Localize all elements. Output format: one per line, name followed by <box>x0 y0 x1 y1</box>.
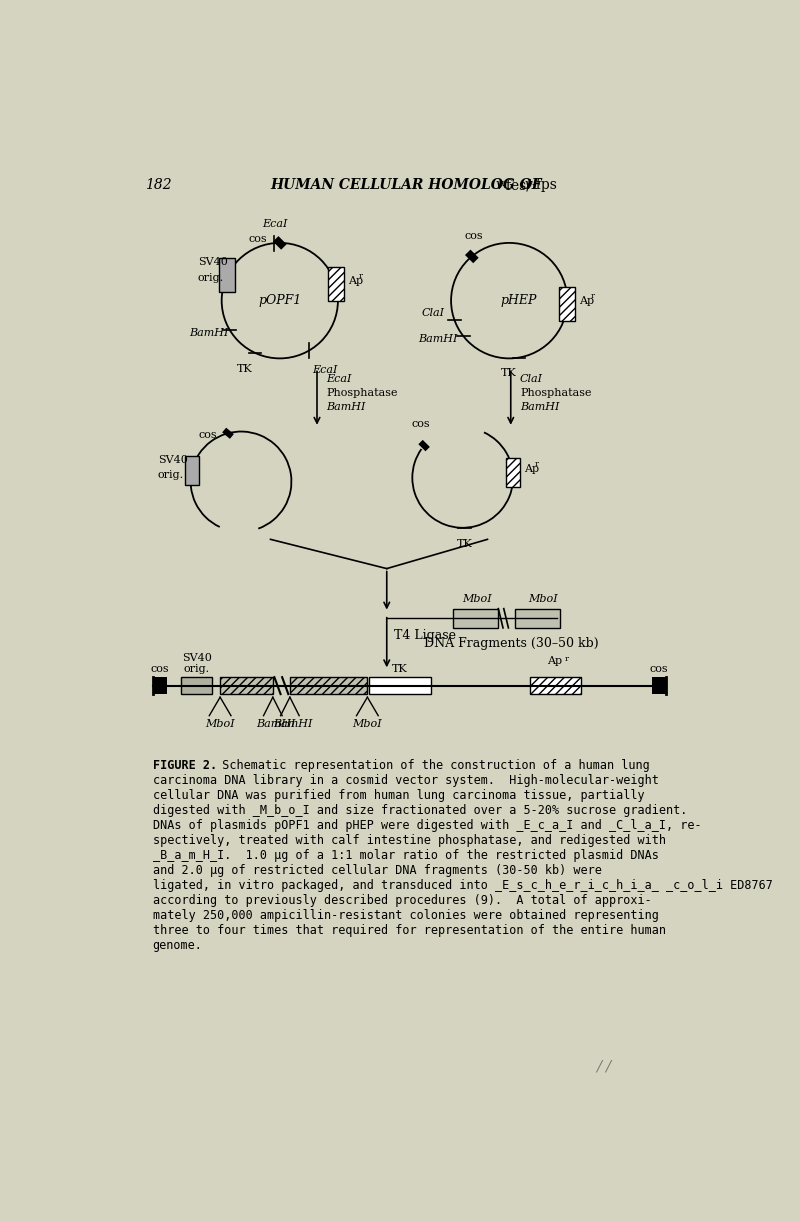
Text: cos: cos <box>249 235 267 244</box>
Text: genome.: genome. <box>153 938 202 952</box>
Text: BamHI: BamHI <box>189 327 229 337</box>
Text: v: v <box>525 178 533 192</box>
Text: BamHI: BamHI <box>418 335 458 345</box>
Text: orig.: orig. <box>198 273 224 282</box>
Text: -fps: -fps <box>531 178 557 192</box>
Text: Ap: Ap <box>579 296 594 306</box>
Text: and 2.0 μg of restricted cellular DNA fragments (30-50 kb) were: and 2.0 μg of restricted cellular DNA fr… <box>153 864 602 877</box>
Bar <box>273 236 286 249</box>
Text: EcaI: EcaI <box>312 364 338 374</box>
Text: Ap: Ap <box>547 656 562 666</box>
Text: Phosphatase: Phosphatase <box>520 389 591 398</box>
Text: carcinoma DNA library in a cosmid vector system.  High-molecular-weight: carcinoma DNA library in a cosmid vector… <box>153 774 658 787</box>
Text: MboI: MboI <box>353 719 382 728</box>
Text: ClaI: ClaI <box>422 308 445 318</box>
Bar <box>514 609 559 628</box>
Text: r: r <box>564 655 568 664</box>
Text: cos: cos <box>464 231 482 241</box>
Text: HUMAN CELLULAR HOMOLOG OF: HUMAN CELLULAR HOMOLOG OF <box>270 178 547 192</box>
Text: mately 250,000 ampicillin-resistant colonies were obtained representing: mately 250,000 ampicillin-resistant colo… <box>153 909 658 921</box>
Text: ligated, in vitro packaged, and transduced into ̲E̲s̲c̲h̲e̲r̲i̲c̲h̲i̲a̲ ̲c̲o̲l̲i: ligated, in vitro packaged, and transduc… <box>153 879 773 892</box>
Bar <box>652 677 666 694</box>
Bar <box>369 677 431 694</box>
Text: cellular DNA was purified from human lung carcinoma tissue, partially: cellular DNA was purified from human lun… <box>153 789 644 802</box>
Bar <box>506 458 520 488</box>
Text: BamHI: BamHI <box>256 719 296 728</box>
Text: SV40: SV40 <box>198 258 227 268</box>
Text: spectively, treated with calf intestine phosphatase, and redigested with: spectively, treated with calf intestine … <box>153 833 666 847</box>
Text: MboI: MboI <box>462 594 491 604</box>
Text: according to previously described procedures (9).  A total of approxi-: according to previously described proced… <box>153 895 651 907</box>
Bar <box>559 287 575 321</box>
Text: cos: cos <box>412 419 430 429</box>
Text: cos: cos <box>150 664 169 675</box>
Text: SV40: SV40 <box>158 455 187 464</box>
Text: pHEP: pHEP <box>500 295 537 307</box>
Text: EcaI: EcaI <box>262 219 288 230</box>
Bar <box>530 677 581 694</box>
Bar <box>220 677 273 694</box>
Text: orig.: orig. <box>158 470 184 480</box>
Text: -fes/: -fes/ <box>502 178 531 192</box>
Text: ̲B̲a̲m̲H̲I.  1.0 μg of a 1:1 molar ratio of the restricted plasmid DNAs: ̲B̲a̲m̲H̲I. 1.0 μg of a 1:1 molar ratio … <box>153 849 658 862</box>
Text: ClaI: ClaI <box>520 374 543 384</box>
Bar <box>453 609 498 628</box>
Bar <box>153 677 166 694</box>
Text: Schematic representation of the construction of a human lung: Schematic representation of the construc… <box>209 759 650 772</box>
Text: Ap: Ap <box>348 276 363 286</box>
Text: Ap: Ap <box>524 464 539 474</box>
Text: TK: TK <box>501 368 516 379</box>
Bar <box>465 249 478 263</box>
Text: three to four times that required for representation of the entire human: three to four times that required for re… <box>153 924 666 937</box>
Bar <box>182 677 212 694</box>
Text: DNAs of plasmids pOPF1 and pHEP were digested with ̲E̲c̲a̲I and ̲C̲l̲a̲I, re-: DNAs of plasmids pOPF1 and pHEP were dig… <box>153 819 702 832</box>
Text: SV40: SV40 <box>182 654 212 664</box>
Bar <box>219 258 235 292</box>
Text: FIGURE 2.: FIGURE 2. <box>153 759 217 772</box>
Text: pOPF1: pOPF1 <box>258 295 302 307</box>
Text: digested with ̲M̲b̲o̲I and size fractionated over a 5-20% sucrose gradient.: digested with ̲M̲b̲o̲I and size fraction… <box>153 804 687 816</box>
Text: BamHI: BamHI <box>520 402 559 412</box>
Bar <box>185 456 198 485</box>
Text: / /: / / <box>596 1059 611 1073</box>
Bar <box>328 268 344 301</box>
Text: v: v <box>495 178 503 192</box>
Text: T4 Ligase: T4 Ligase <box>394 628 457 642</box>
Text: Phosphatase: Phosphatase <box>326 389 398 398</box>
Text: 182: 182 <box>145 178 171 192</box>
Text: cos: cos <box>650 664 668 675</box>
Text: TK: TK <box>392 664 408 675</box>
Text: DNA Fragments (30–50 kb): DNA Fragments (30–50 kb) <box>424 637 598 650</box>
Bar <box>290 677 367 694</box>
Text: orig.: orig. <box>184 664 210 675</box>
Text: MboI: MboI <box>529 594 558 604</box>
Text: cos: cos <box>198 430 217 440</box>
Text: r: r <box>590 292 594 301</box>
Text: r: r <box>359 273 363 281</box>
Text: EcaI: EcaI <box>326 374 352 384</box>
Text: TK: TK <box>237 364 252 374</box>
Text: MboI: MboI <box>206 719 235 728</box>
Text: r: r <box>534 461 538 468</box>
Bar <box>222 428 234 439</box>
Text: TK: TK <box>457 539 472 549</box>
Text: BamHI: BamHI <box>274 719 313 728</box>
Text: BamHI: BamHI <box>326 402 366 412</box>
Bar <box>418 440 430 451</box>
